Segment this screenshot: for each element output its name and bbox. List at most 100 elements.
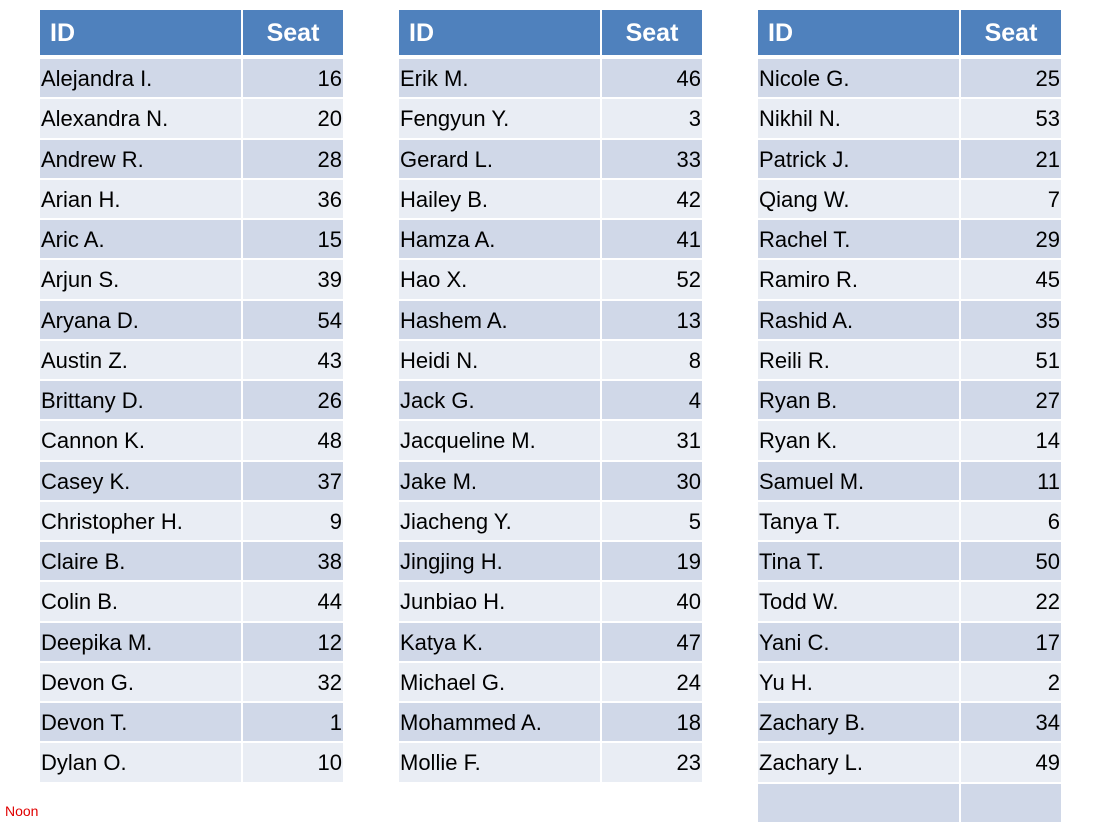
cell-seat xyxy=(961,783,1061,822)
cell-id: Yu H. xyxy=(758,662,959,701)
table-row: Zachary L. 49 xyxy=(758,743,1061,782)
cell-seat: 26 xyxy=(243,381,343,420)
cell-id: Fengyun Y. xyxy=(399,99,600,138)
header-seat: Seat xyxy=(961,10,1061,55)
cell-id: Ramiro R. xyxy=(758,260,959,299)
cell-id: Rashid A. xyxy=(758,300,959,339)
header-seat: Seat xyxy=(243,10,343,55)
cell-id: Gerard L. xyxy=(399,139,600,178)
note-text: Noon xyxy=(5,803,39,819)
table-row: Claire B. 38 xyxy=(40,542,343,581)
cell-seat: 47 xyxy=(602,622,702,661)
cell-id: Devon T. xyxy=(40,703,241,742)
cell-id: Rachel T. xyxy=(758,220,959,259)
table-row: Jake M. 30 xyxy=(399,461,702,500)
cell-seat: 14 xyxy=(961,421,1061,460)
cell-seat: 45 xyxy=(961,260,1061,299)
table-row xyxy=(758,783,1061,822)
cell-id: Yani C. xyxy=(758,622,959,661)
cell-seat: 24 xyxy=(602,662,702,701)
cell-id: Brittany D. xyxy=(40,381,241,420)
seat-table-1: ID Seat Alejandra I. 16 Alexandra N. 20 Andrew… xyxy=(40,10,343,784)
table-row: Samuel M. 11 xyxy=(758,461,1061,500)
table-row: Heidi N. 8 xyxy=(399,340,702,379)
cell-id: Hao X. xyxy=(399,260,600,299)
table-header: ID Seat xyxy=(758,10,1061,55)
table-row: Yu H. 2 xyxy=(758,662,1061,701)
cell-seat: 19 xyxy=(602,542,702,581)
cell-id xyxy=(758,783,959,822)
cell-id: Aryana D. xyxy=(40,300,241,339)
header-id: ID xyxy=(40,10,241,55)
table-row: Michael G. 24 xyxy=(399,662,702,701)
table-row: Yani C. 17 xyxy=(758,622,1061,661)
cell-id: Heidi N. xyxy=(399,340,600,379)
table-row: Aryana D. 54 xyxy=(40,300,343,339)
cell-seat: 5 xyxy=(602,501,702,540)
cell-id: Zachary B. xyxy=(758,703,959,742)
table-row: Patrick J. 21 xyxy=(758,139,1061,178)
cell-id: Alexandra N. xyxy=(40,99,241,138)
table-row: Ryan B. 27 xyxy=(758,381,1061,420)
cell-seat: 7 xyxy=(961,179,1061,218)
cell-id: Dylan O. xyxy=(40,743,241,782)
cell-seat: 31 xyxy=(602,421,702,460)
table-row: Austin Z. 43 xyxy=(40,340,343,379)
cell-seat: 16 xyxy=(243,59,343,98)
cell-seat: 13 xyxy=(602,300,702,339)
cell-seat: 34 xyxy=(961,703,1061,742)
table-row: Mollie F. 23 xyxy=(399,743,702,782)
table-row: Katya K. 47 xyxy=(399,622,702,661)
cell-id: Junbiao H. xyxy=(399,582,600,621)
cell-seat: 39 xyxy=(243,260,343,299)
table-row: Reili R. 51 xyxy=(758,340,1061,379)
cell-seat: 40 xyxy=(602,582,702,621)
cell-id: Hailey B. xyxy=(399,179,600,218)
table-row: Zachary B. 34 xyxy=(758,703,1061,742)
cell-seat: 10 xyxy=(243,743,343,782)
cell-id: Jingjing H. xyxy=(399,542,600,581)
cell-id: Nikhil N. xyxy=(758,99,959,138)
table-row: Gerard L. 33 xyxy=(399,139,702,178)
cell-seat: 38 xyxy=(243,542,343,581)
cell-seat: 36 xyxy=(243,179,343,218)
table-row: Alejandra I. 16 xyxy=(40,59,343,98)
cell-id: Patrick J. xyxy=(758,139,959,178)
cell-id: Reili R. xyxy=(758,340,959,379)
cell-seat: 17 xyxy=(961,622,1061,661)
table-row: Rachel T. 29 xyxy=(758,220,1061,259)
seat-table-3: ID Seat Nicole G. 25 Nikhil N. 53 Patrick J. 21… xyxy=(758,10,1061,824)
table-row: Nicole G. 25 xyxy=(758,59,1061,98)
table-row: Aric A. 15 xyxy=(40,220,343,259)
cell-id: Christopher H. xyxy=(40,501,241,540)
cell-id: Ryan B. xyxy=(758,381,959,420)
cell-seat: 21 xyxy=(961,139,1061,178)
cell-seat: 37 xyxy=(243,461,343,500)
cell-seat: 48 xyxy=(243,421,343,460)
cell-seat: 42 xyxy=(602,179,702,218)
cell-seat: 52 xyxy=(602,260,702,299)
cell-id: Arian H. xyxy=(40,179,241,218)
table-row: Devon T. 1 xyxy=(40,703,343,742)
cell-id: Devon G. xyxy=(40,662,241,701)
cell-seat: 15 xyxy=(243,220,343,259)
cell-seat: 8 xyxy=(602,340,702,379)
cell-seat: 53 xyxy=(961,99,1061,138)
table-row: Jiacheng Y. 5 xyxy=(399,501,702,540)
cell-id: Zachary L. xyxy=(758,743,959,782)
cell-id: Samuel M. xyxy=(758,461,959,500)
cell-id: Colin B. xyxy=(40,582,241,621)
cell-seat: 23 xyxy=(602,743,702,782)
table-row: Qiang W. 7 xyxy=(758,179,1061,218)
cell-seat: 2 xyxy=(961,662,1061,701)
cell-id: Austin Z. xyxy=(40,340,241,379)
table-row: Erik M. 46 xyxy=(399,59,702,98)
cell-id: Jake M. xyxy=(399,461,600,500)
table-row: Alexandra N. 20 xyxy=(40,99,343,138)
cell-id: Mohammed A. xyxy=(399,703,600,742)
table-row: Deepika M. 12 xyxy=(40,622,343,661)
cell-seat: 33 xyxy=(602,139,702,178)
cell-seat: 1 xyxy=(243,703,343,742)
cell-seat: 28 xyxy=(243,139,343,178)
cell-id: Cannon K. xyxy=(40,421,241,460)
